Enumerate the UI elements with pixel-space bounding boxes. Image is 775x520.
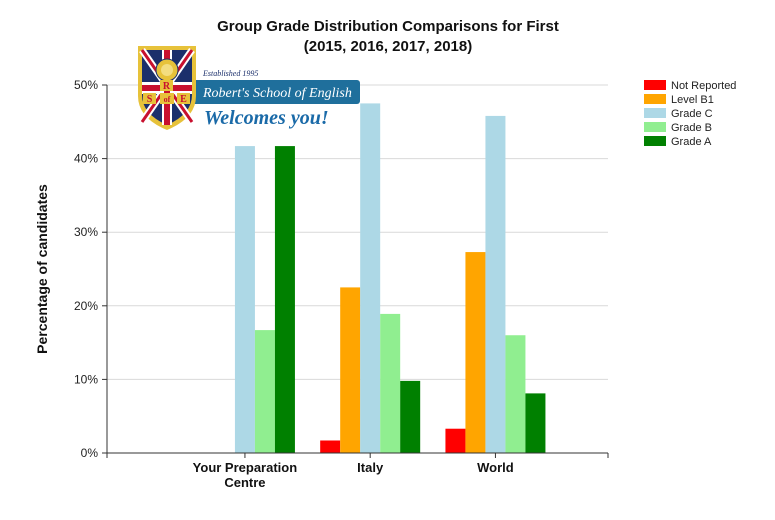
y-tick-label: 20% xyxy=(74,299,98,313)
legend-swatch xyxy=(644,122,666,132)
chart-subtitle: (2015, 2016, 2017, 2018) xyxy=(304,38,472,55)
bar xyxy=(320,440,341,453)
legend-label: Grade A xyxy=(671,136,712,148)
bars xyxy=(234,103,546,454)
bar xyxy=(525,393,546,453)
axes xyxy=(106,85,608,454)
bar xyxy=(465,252,486,453)
logo-shield: R S of E xyxy=(138,46,196,130)
logo-letter-s: S xyxy=(147,94,153,105)
bar xyxy=(400,380,421,453)
y-tick-labels: 0% 10% 20% 30% 40% 50% xyxy=(74,78,107,460)
bar xyxy=(340,287,361,453)
legend-swatch xyxy=(644,108,666,118)
bar xyxy=(254,330,275,453)
logo-letter-e: E xyxy=(180,94,187,105)
y-tick-label: 0% xyxy=(81,446,99,460)
legend-label: Not Reported xyxy=(671,80,736,92)
bar xyxy=(485,115,506,454)
legend-label: Grade B xyxy=(671,122,712,134)
category-label: Italy xyxy=(357,460,384,475)
bar xyxy=(505,335,526,453)
bar xyxy=(234,146,255,453)
bar xyxy=(380,313,401,453)
bar xyxy=(445,428,466,453)
logo-school-name: Robert's School of English xyxy=(202,86,352,101)
chart-title: Group Grade Distribution Comparisons for… xyxy=(217,18,559,35)
legend-swatch xyxy=(644,94,666,104)
logo-established: Established 1995 xyxy=(202,69,258,78)
legend-label: Level B1 xyxy=(671,94,714,106)
y-axis-label: Percentage of candidates xyxy=(34,184,50,354)
bar xyxy=(274,146,295,453)
logo-letter-r: R xyxy=(163,81,171,92)
y-tick-label: 40% xyxy=(74,152,98,166)
logo-letter-of: of xyxy=(164,95,171,104)
logo-banner xyxy=(190,80,360,104)
bar xyxy=(360,103,381,454)
category-label: Centre xyxy=(224,475,265,490)
school-logo: Established 1995 Robert's School of Engl… xyxy=(138,46,360,130)
category-label: Your Preparation xyxy=(193,460,298,475)
y-tick-label: 50% xyxy=(74,78,98,92)
legend: Not Reported Level B1 Grade C Grade B Grade … xyxy=(644,80,736,148)
y-tick-label: 10% xyxy=(74,372,98,386)
category-label: World xyxy=(477,460,514,475)
legend-label: Grade C xyxy=(671,108,713,120)
logo-welcome: Welcomes you! xyxy=(204,107,329,129)
legend-swatch xyxy=(644,136,666,146)
legend-swatch xyxy=(644,80,666,90)
y-tick-label: 30% xyxy=(74,225,98,239)
